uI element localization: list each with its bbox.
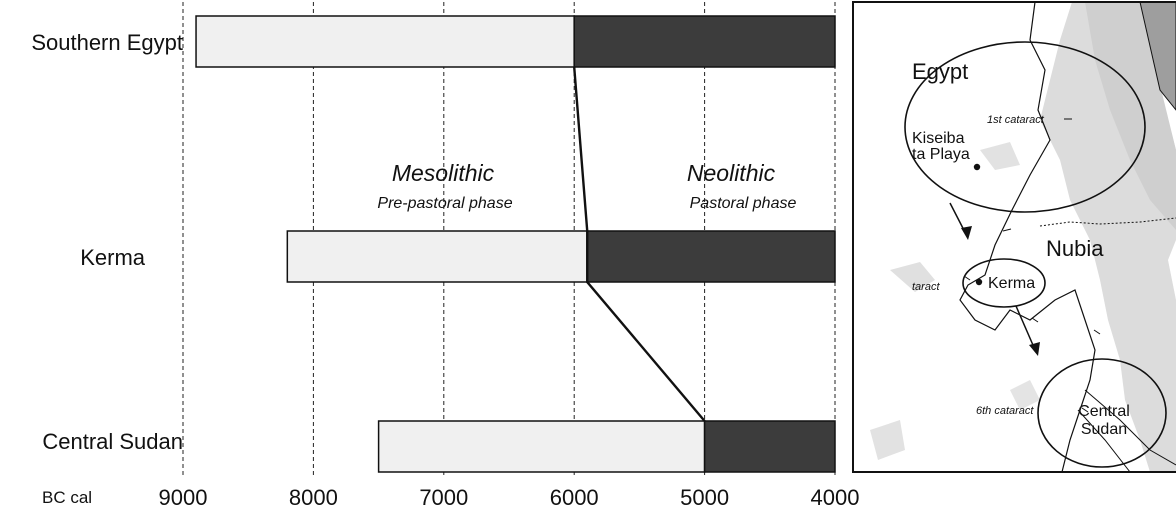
transition-polyline [573,66,706,422]
map-frame [852,1,1176,473]
bar-neolithic-southern-egypt [573,15,836,68]
phase-title-neolithic: Neolithic [687,160,776,186]
cataract-mark-3 [963,275,971,281]
cataract-mark-4 [1031,317,1039,323]
row-label-southern-egypt: Southern Egypt [31,30,183,55]
bar-mesolithic-central-sudan [377,420,706,473]
map-label-kiseiba: Kiseiba [912,130,965,147]
phase-subtitle-mesolithic: Pre-pastoral phase [377,195,512,212]
timeline-chart: Southern Egypt Kerma Central Sudan 9000 800… [31,2,859,510]
tick-label-5000: 5000 [680,485,729,510]
map-label-6th-cataract: 6th cataract [976,405,1034,417]
site-dot-kerma [975,278,983,286]
bar-mesolithic-kerma [286,230,588,283]
map-land-patch-3 [870,420,905,460]
map-land-patch-4 [1010,380,1040,410]
map-label-central: Central [1078,403,1130,420]
map-label-kerma: Kerma [988,275,1035,292]
bar-neolithic-kerma [586,230,836,283]
map-inset: Egypt Nubia Kiseiba ta Playa Kerma Centr… [852,1,1176,473]
tick-label-8000: 8000 [289,485,338,510]
map-label-nubia: Nubia [1046,236,1104,261]
phase-subtitle-neolithic: Pastoral phase [690,195,797,212]
bar-neolithic-central-sudan [703,420,836,473]
map-label-egypt: Egypt [912,59,968,84]
phase-title-mesolithic: Mesolithic [392,160,495,186]
row-labels: Southern Egypt Kerma Central Sudan [31,30,183,454]
x-tick-labels: 9000 8000 7000 6000 5000 4000 [159,485,860,510]
migration-arrow-1-head [961,226,972,240]
tick-label-7000: 7000 [419,485,468,510]
site-dot-nabta [973,163,981,171]
map-nile-branch-2 [1077,409,1131,472]
bars [195,15,836,473]
transition-line [573,66,706,422]
map-border [1039,217,1176,227]
map-land-patch [890,262,935,292]
migration-arrow-2-head [1029,342,1040,356]
tick-label-4000: 4000 [811,485,860,510]
map-arabia [1139,2,1176,111]
cataract-mark-5 [1093,329,1101,335]
map-land-patch-2 [980,142,1020,170]
kerma-region-ellipse [962,258,1046,308]
cataract-mark-2 [1002,228,1012,232]
cataract-mark-6 [1081,407,1089,413]
map-label-1st-cataract: 1st cataract [987,114,1045,126]
tick-label-9000: 9000 [159,485,208,510]
map-nile-branch [1084,389,1176,466]
x-unit-label: BC cal [42,488,92,507]
bar-mesolithic-southern-egypt [195,15,575,68]
map-label-2nd-cataract: taract [912,281,940,293]
row-label-kerma: Kerma [80,245,146,270]
tick-label-6000: 6000 [550,485,599,510]
map-label-nabta-playa: ta Playa [912,146,970,163]
map-label-sudan: Sudan [1081,421,1127,438]
central-sudan-region-ellipse [1037,358,1167,468]
egypt-region-ellipse [904,41,1146,213]
row-label-central-sudan: Central Sudan [42,429,183,454]
